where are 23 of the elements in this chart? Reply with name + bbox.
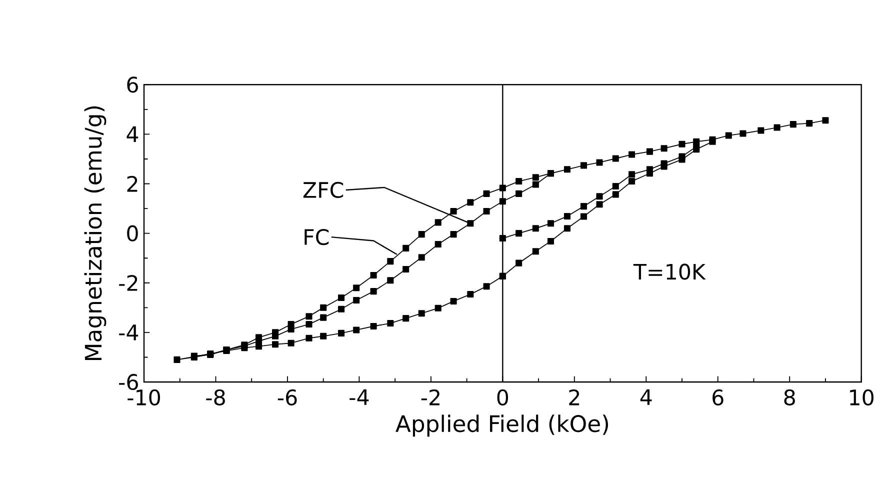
x-tick-label: -2: [421, 389, 440, 406]
y-tick-label: -6: [119, 374, 138, 390]
y-tick-label: 6: [127, 76, 138, 93]
x-tick-label: 2: [569, 389, 580, 406]
y-axis-title: Magnetization (emu/g): [84, 106, 106, 360]
y-tick-label: -4: [119, 324, 138, 340]
y-tick-label: -2: [119, 274, 138, 291]
x-tick-label: -8: [206, 389, 225, 406]
annotation: T=10K: [633, 264, 706, 280]
text: ZFC: [303, 182, 344, 198]
x-tick-label: -10: [128, 389, 160, 406]
x-tick-label: 8: [784, 389, 795, 406]
x-tick-label: -4: [350, 389, 369, 405]
y-tick-label: 0: [127, 225, 138, 242]
y-tick-label: 4: [126, 126, 138, 142]
x-tick-label: 10: [850, 389, 874, 406]
x-tick-label: -6: [278, 389, 297, 406]
x-tick-label: 4: [640, 389, 652, 405]
y-tick-label: 2: [127, 176, 138, 192]
x-tick-label: 6: [712, 389, 724, 406]
x-tick-label: 0: [497, 389, 508, 406]
x-axis-title: Applied Field (kOe): [396, 414, 608, 437]
legend-label: FC: [304, 228, 329, 246]
